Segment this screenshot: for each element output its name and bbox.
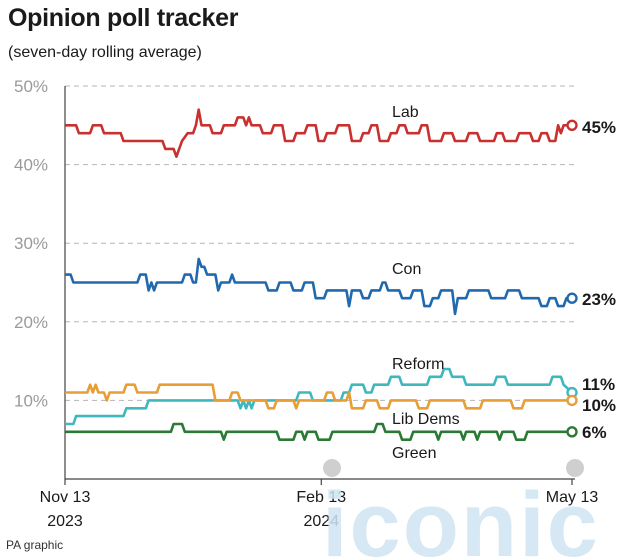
series-name-lab: Lab <box>392 104 419 121</box>
y-tick-label: 50% <box>14 77 48 96</box>
axes <box>64 86 575 480</box>
series-name-con: Con <box>392 261 421 278</box>
y-tick-labels: 50% 40% 30% 20% 10% <box>14 77 48 410</box>
end-value-reform: 11% <box>582 375 615 394</box>
series-lines <box>65 108 573 441</box>
end-marker-lab <box>566 119 578 132</box>
x-tick-year: 2023 <box>47 513 83 530</box>
series-name-lib-dems: Lib Dems <box>392 411 460 428</box>
end-marker-con <box>566 292 578 304</box>
series-labels: 45% Lab 23% Con 11% Reform 10% Lib Dems 6% Green <box>392 104 616 462</box>
watermark-dot-left <box>323 459 341 477</box>
series-line-lab <box>65 108 572 158</box>
series-name-green: Green <box>392 445 436 462</box>
end-marker-green <box>566 426 578 438</box>
iconic-watermark: iconic <box>322 459 600 559</box>
y-tick-label: 20% <box>14 313 48 332</box>
end-value-green: 6% <box>582 423 607 442</box>
y-tick-label: 30% <box>14 234 48 253</box>
x-tick-label: Feb 13 <box>296 489 346 506</box>
x-tick-label: May 13 <box>546 489 599 506</box>
series-line-reform <box>65 367 573 426</box>
end-markers <box>566 119 578 438</box>
x-tick-label: Nov 13 <box>40 489 91 506</box>
y-tick-label: 40% <box>14 156 48 175</box>
end-value-con: 23% <box>582 290 616 309</box>
watermark-dot-right <box>566 459 584 477</box>
chart-subtitle: (seven-day rolling average) <box>8 44 202 61</box>
series-line-lib-dems <box>65 383 572 410</box>
end-value-lib-dems: 10% <box>582 396 616 415</box>
series-line-green <box>65 422 572 441</box>
x-tick-year: 2024 <box>303 513 339 530</box>
series-name-reform: Reform <box>392 356 444 373</box>
series-line-con <box>65 257 572 316</box>
credit-text: PA graphic <box>6 538 64 552</box>
chart-title: Opinion poll tracker <box>8 4 239 32</box>
watermark-text: iconic <box>322 474 600 559</box>
end-marker-lib-dems <box>566 394 578 407</box>
x-tick-labels: Nov 13 2023 Feb 13 2024 May 13 <box>40 479 599 530</box>
y-tick-label: 10% <box>14 391 48 410</box>
end-value-lab: 45% <box>582 118 616 137</box>
